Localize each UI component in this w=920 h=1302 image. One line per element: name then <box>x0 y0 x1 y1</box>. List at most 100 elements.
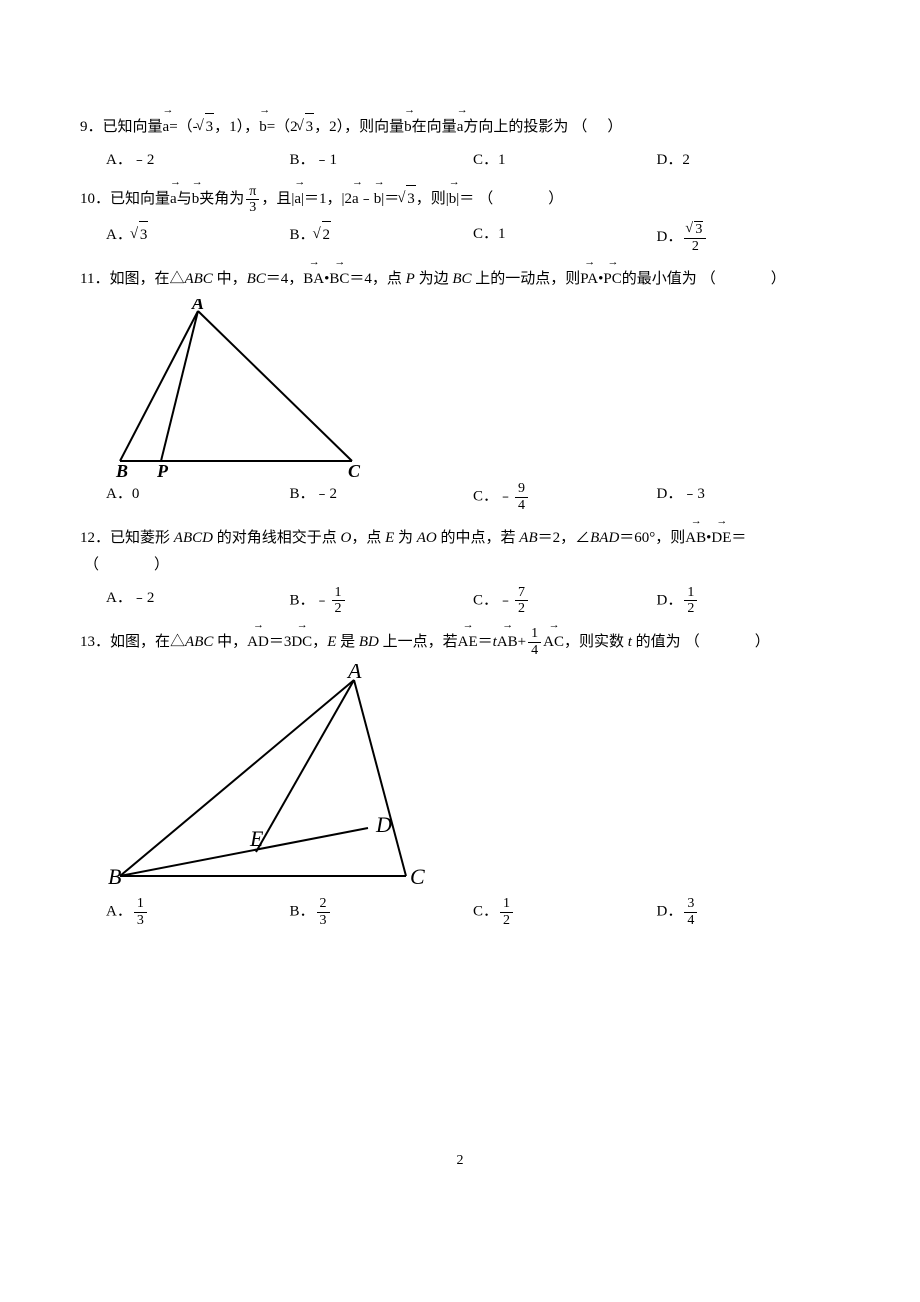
n: 1 <box>500 896 513 912</box>
frac14: 14 <box>528 626 541 658</box>
vec-b: b <box>259 110 267 141</box>
t8: ＝ <box>731 530 746 546</box>
frac: 32 <box>684 221 706 254</box>
sqrt3: 3 <box>205 113 215 141</box>
q10-options: A．3 B．2 C．1 D．32 <box>80 221 840 254</box>
t2: 中， <box>213 271 247 287</box>
f: 12 <box>684 585 697 617</box>
question-10: 10．已知向量a与b夹角为π3，且|a|＝1，|2a﹣b|＝3，则|b|＝（ ）… <box>80 182 840 254</box>
t7: 的最小值为 <box>622 271 697 287</box>
q12-opt-d: D．12 <box>657 585 841 617</box>
f: 23 <box>317 896 330 928</box>
d: 2 <box>515 601 528 616</box>
t6: 上一点，若 <box>379 634 458 650</box>
t7: ＝ <box>478 634 493 650</box>
q10-t3: 夹角为 <box>199 191 244 207</box>
q10-opt-a: A． 3 <box>106 221 290 254</box>
pre: B．﹣ <box>290 592 330 608</box>
q13-stem: 13．如图，在△ABC 中，AD＝3DC，E 是 BD 上一点，若AE＝tAB+… <box>80 625 840 658</box>
vbc: BC <box>329 262 349 293</box>
svg-text:C: C <box>410 864 425 889</box>
q10-t1: 已知向量 <box>110 191 170 207</box>
q11-figure: ABPC <box>106 299 840 479</box>
pre: A． <box>106 227 132 243</box>
q11-stem: 11．如图，在△ABC 中，BC＝4，BA•BC＝4，点 P 为边 BC 上的一… <box>80 262 840 293</box>
svg-text:B: B <box>115 461 128 479</box>
q10-t5: |＝1，|2 <box>301 191 352 207</box>
q9-t2: =（- <box>169 119 197 135</box>
bd: BD <box>359 634 379 650</box>
question-11: 11．如图，在△ABC 中，BC＝4，BA•BC＝4，点 P 为边 BC 上的一… <box>80 262 840 513</box>
abc: ABC <box>184 271 212 287</box>
f: 72 <box>515 585 528 617</box>
t1: 如图，在△ <box>109 271 184 287</box>
bc2: BC <box>452 271 471 287</box>
t10: 的值为 <box>632 634 681 650</box>
t6: ＝2，∠ <box>538 530 591 546</box>
den: 4 <box>515 498 528 513</box>
q10-opt-d: D．32 <box>657 221 841 254</box>
page-number: 2 <box>80 1148 840 1173</box>
t2: 中， <box>213 634 247 650</box>
triangle-abc-de-figure: ABCDE <box>106 664 446 894</box>
question-9: 9．已知向量a=（-3，1），b=（23，2），则向量b在向量a方向上的投影为（… <box>80 110 840 174</box>
svg-text:D: D <box>375 812 392 837</box>
t5: 为边 <box>415 271 453 287</box>
vae: AE <box>458 625 478 656</box>
t4: ， <box>312 634 327 650</box>
blank-paren: （ ） <box>701 271 806 287</box>
vab: AB <box>497 625 518 656</box>
vec-a: a <box>170 182 177 213</box>
q13-options: A．13 B．23 C．12 D．34 <box>80 896 840 928</box>
q13-num: 13． <box>80 634 110 650</box>
q9-opt-c: C．1 <box>473 147 657 174</box>
q9-t3: ，1）， <box>214 119 259 135</box>
q9-t4: =（2 <box>267 119 298 135</box>
sqrt: 3 <box>139 221 149 249</box>
t3: ，点 <box>351 530 385 546</box>
ab: AB <box>519 530 537 546</box>
question-13: 13．如图，在△ABC 中，AD＝3DC，E 是 BD 上一点，若AE＝tAB+… <box>80 625 840 928</box>
q9-stem: 9．已知向量a=（-3，1），b=（23，2），则向量b在向量a方向上的投影为（… <box>80 110 840 141</box>
d: 2 <box>332 601 345 616</box>
d: 3 <box>317 913 330 928</box>
f: 12 <box>332 585 345 617</box>
q9-opt-a: A．﹣2 <box>106 147 290 174</box>
s: 3 <box>694 221 703 237</box>
blank-paren: （ ） <box>84 557 189 573</box>
frac: 94 <box>515 481 528 513</box>
frac-pi3: π3 <box>246 184 259 216</box>
den: 3 <box>246 200 259 215</box>
q11-opt-c: C．﹣94 <box>473 481 657 513</box>
pre: D． <box>657 229 683 245</box>
d: 3 <box>134 913 147 928</box>
f: 34 <box>684 896 697 928</box>
vpc: PC <box>603 262 621 293</box>
t5: 的中点，若 <box>437 530 520 546</box>
sqrt3: 3 <box>406 185 416 213</box>
p: A． <box>106 904 132 920</box>
t3: ＝4， <box>266 271 304 287</box>
vde: DE <box>711 521 731 552</box>
q10-t6: ﹣ <box>359 191 374 207</box>
p: B． <box>290 904 315 920</box>
n: 1 <box>528 626 541 642</box>
blank-paren: （ ） <box>478 191 583 207</box>
pre: C．﹣ <box>473 592 513 608</box>
q9-options: A．﹣2 B．﹣1 C．1 D．2 <box>80 147 840 174</box>
t5: 是 <box>336 634 359 650</box>
num: 3 <box>684 221 706 238</box>
q10-t4: ，且| <box>261 191 294 207</box>
f: 13 <box>134 896 147 928</box>
blank-paren: （ ） <box>685 634 790 650</box>
svg-text:B: B <box>108 864 121 889</box>
p: C． <box>473 904 498 920</box>
num: π <box>246 184 259 200</box>
p: D． <box>657 904 683 920</box>
num: 9 <box>515 481 528 497</box>
q11-opt-b: B．﹣2 <box>290 481 474 513</box>
q13-opt-d: D．34 <box>657 896 841 928</box>
svg-text:E: E <box>249 826 264 851</box>
pre: C．﹣ <box>473 489 513 505</box>
vac: AC <box>543 625 564 656</box>
